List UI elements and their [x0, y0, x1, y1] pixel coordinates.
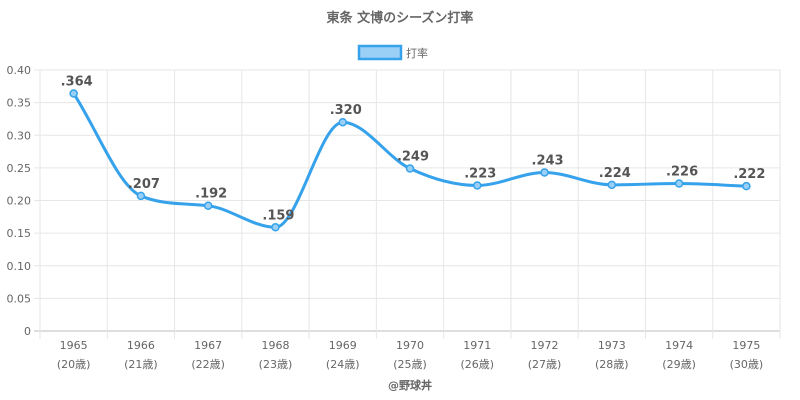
- chart-title: 東条 文博のシーズン打率: [327, 10, 474, 26]
- legend-swatch: [357, 44, 403, 61]
- data-point: [69, 89, 78, 98]
- x-tick-label: 1969: [329, 339, 357, 352]
- y-tick-label: 0.10: [7, 260, 32, 273]
- y-axis: 0 0.05 0.10 0.15 0.20 0.25 0.30 0.35 0.40: [7, 64, 32, 338]
- data-labels: .364 .207 .192 .159 .320 .249 .223 .243 .224 .226…: [61, 74, 766, 223]
- y-tick-label: 0.05: [7, 292, 32, 305]
- x-tick-sublabel: (28歳): [595, 358, 629, 371]
- x-tick-label: 1970: [396, 339, 424, 352]
- x-tick-label: 1975: [732, 339, 760, 352]
- y-tick-label: 0: [24, 325, 31, 338]
- data-points: [69, 89, 751, 232]
- data-point: [674, 179, 684, 188]
- x-tick-sublabel: (26歳): [460, 358, 494, 371]
- data-point: [742, 181, 751, 191]
- x-tick-sublabel: (30歳): [730, 358, 764, 371]
- x-tick-sublabel: (22歳): [191, 358, 225, 371]
- data-label: .224: [599, 166, 631, 181]
- x-tick-label: 1973: [598, 339, 626, 352]
- legend-label: 打率: [406, 46, 428, 60]
- data-label: .192: [195, 187, 227, 202]
- data-point: [607, 180, 617, 190]
- y-tick-label: 0.40: [7, 64, 32, 77]
- data-point: [473, 181, 482, 190]
- x-tick-label: 1974: [665, 339, 693, 352]
- data-label: .320: [330, 103, 362, 118]
- x-tick-label: 1966: [127, 339, 155, 352]
- x-tick-sublabel: (23歳): [259, 358, 293, 371]
- data-point: [540, 168, 549, 177]
- series-line: [72, 92, 747, 229]
- data-label: .364: [61, 74, 93, 89]
- credit: @野球丼: [388, 378, 432, 392]
- y-tick-label: 0.20: [7, 195, 32, 208]
- y-tick-label: 0.15: [7, 227, 32, 240]
- y-tick-label: 0.30: [7, 129, 32, 142]
- data-label: .222: [733, 167, 765, 182]
- data-point: [203, 201, 213, 210]
- y-tick-label: 0.35: [7, 97, 32, 110]
- legend[interactable]: 打率: [357, 44, 428, 61]
- x-tick-sublabel: (24歳): [326, 358, 360, 371]
- x-tick-label: 1965: [60, 339, 88, 352]
- data-label: .159: [262, 208, 294, 223]
- data-label: .223: [464, 166, 496, 181]
- x-tick-sublabel: (29歳): [662, 358, 696, 371]
- x-tick-sublabel: (20歳): [57, 358, 91, 371]
- data-point: [405, 164, 415, 173]
- data-label: .249: [397, 150, 429, 165]
- data-label: .226: [666, 165, 698, 180]
- x-axis: 1965 (20歳) 1966 (21歳) 1967 (22歳) 1968 (23歳) 1969…: [57, 339, 763, 371]
- x-tick-label: 1972: [531, 339, 559, 352]
- data-point: [271, 223, 280, 232]
- data-label: .207: [128, 177, 160, 192]
- data-label: .243: [532, 153, 564, 168]
- x-tick-label: 1968: [261, 339, 289, 352]
- x-tick-sublabel: (25歳): [393, 358, 427, 371]
- data-point: [136, 191, 146, 201]
- y-tick-label: 0.25: [7, 162, 32, 175]
- x-tick-label: 1971: [463, 339, 491, 352]
- grid: [34, 69, 781, 339]
- data-point: [338, 117, 347, 127]
- x-tick-label: 1967: [194, 339, 222, 352]
- x-tick-sublabel: (27歳): [528, 358, 562, 371]
- x-tick-sublabel: (21歳): [124, 358, 158, 371]
